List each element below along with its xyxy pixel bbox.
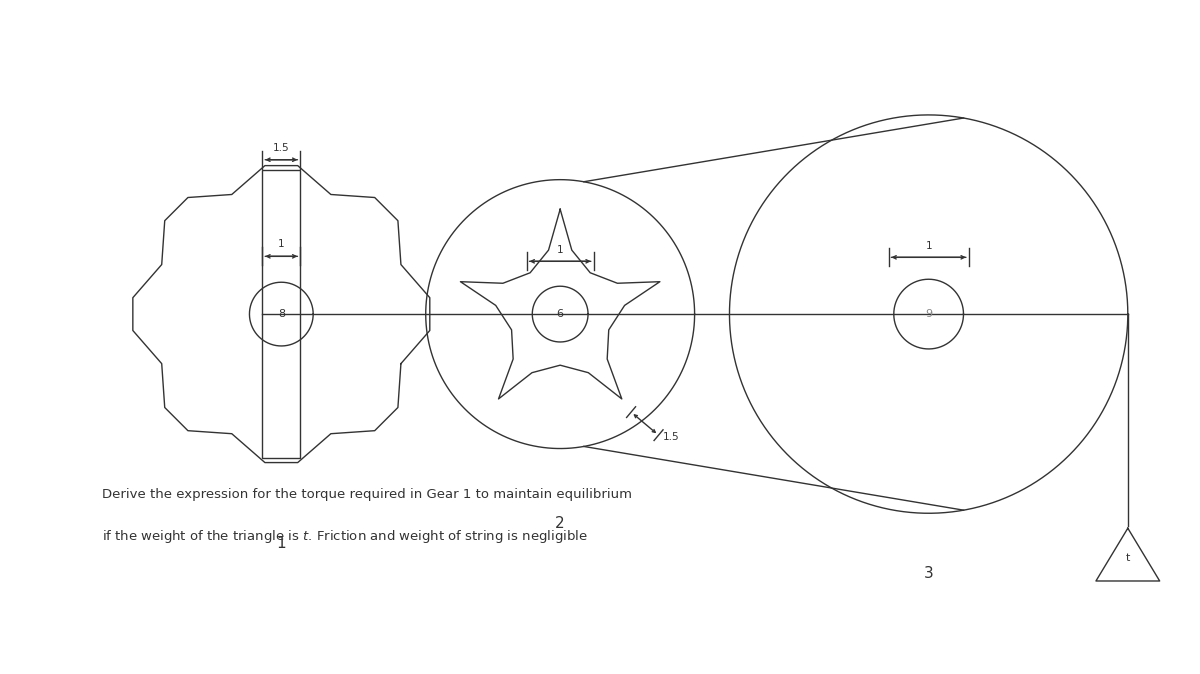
- Text: 1.5: 1.5: [274, 143, 289, 153]
- Text: t: t: [1126, 553, 1130, 563]
- Text: Derive the expression for the torque required in Gear 1 to maintain equilibrium: Derive the expression for the torque req…: [102, 489, 632, 501]
- Text: 2: 2: [556, 516, 565, 530]
- Text: 6: 6: [557, 309, 564, 319]
- Text: 1: 1: [276, 536, 286, 551]
- Text: 1: 1: [925, 241, 932, 251]
- Text: 1: 1: [557, 245, 564, 255]
- Bar: [263, 170, 300, 458]
- Text: 9: 9: [925, 309, 932, 319]
- Text: 1.5: 1.5: [662, 431, 679, 441]
- Text: 1: 1: [278, 239, 284, 249]
- Text: 8: 8: [277, 309, 284, 319]
- Text: 3: 3: [924, 565, 934, 580]
- Text: if the weight of the triangle is $t$. Friction and weight of string is negligibl: if the weight of the triangle is $t$. Fr…: [102, 528, 588, 545]
